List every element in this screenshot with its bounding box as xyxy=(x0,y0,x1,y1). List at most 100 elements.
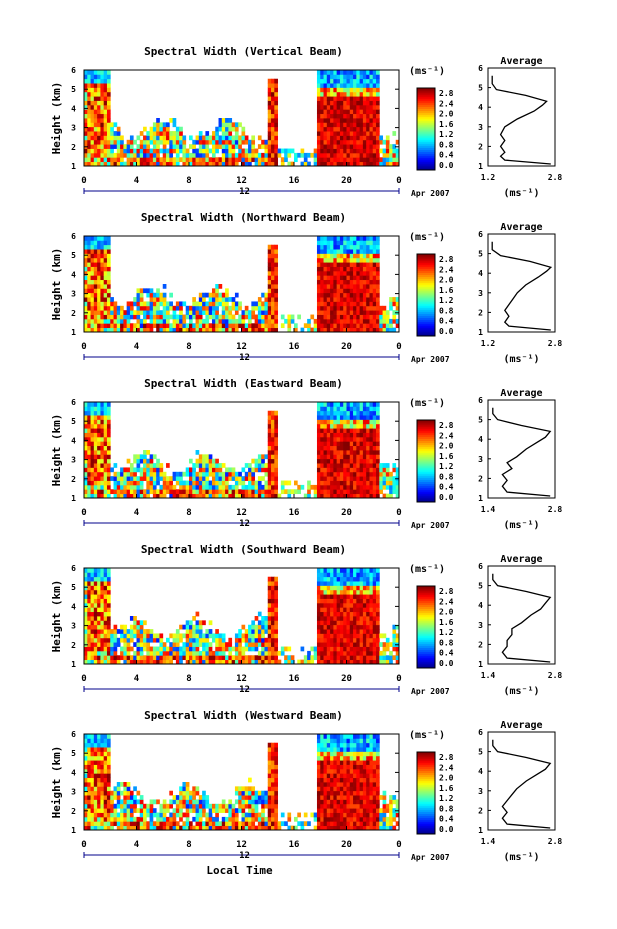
heatmap-cell xyxy=(225,327,229,333)
heatmap-cell xyxy=(192,493,196,499)
heatmap-cell xyxy=(359,602,364,608)
heatmap-cell xyxy=(339,441,344,447)
heatmap-cell xyxy=(284,152,288,158)
heatmap-cell xyxy=(172,148,177,154)
heatmap-cell xyxy=(93,790,98,796)
heatmap-cell xyxy=(90,799,95,805)
heatmap-cell xyxy=(84,616,88,621)
heatmap-cell xyxy=(356,275,361,281)
heatmap-cell xyxy=(90,236,95,241)
heatmap-cell xyxy=(169,493,173,499)
heatmap-cell xyxy=(353,659,357,665)
heatmap-cell xyxy=(189,305,193,311)
heatmap-cell xyxy=(175,305,180,311)
heatmap-cell xyxy=(264,637,269,643)
heatmap-cell xyxy=(139,310,144,315)
heatmap-cell xyxy=(90,323,95,329)
heatmap-cell xyxy=(353,323,357,329)
heatmap-cell xyxy=(271,135,275,141)
heatmap-cell xyxy=(271,624,275,630)
heatmap-cell xyxy=(316,323,321,329)
heatmap-cell xyxy=(320,318,324,324)
heatmap-cell xyxy=(366,436,370,442)
heatmap-cell xyxy=(303,655,308,661)
colorbar-swatch xyxy=(417,319,435,323)
heatmap-cell xyxy=(326,428,331,433)
heatmap-cell xyxy=(123,161,128,167)
heatmap-cell xyxy=(195,310,200,315)
heatmap-cell xyxy=(336,236,341,241)
heatmap-cell xyxy=(133,327,137,333)
heatmap-cell xyxy=(330,152,334,158)
heatmap-cell xyxy=(84,157,88,163)
heatmap-cell xyxy=(208,292,213,298)
heatmap-cell xyxy=(139,323,144,329)
heatmap-cell xyxy=(369,611,374,617)
heatmap-cell xyxy=(139,620,144,626)
heatmap-cell xyxy=(339,96,344,101)
heatmap-cell xyxy=(133,825,137,831)
heatmap-cell xyxy=(392,629,397,634)
x-tick-label: 0 xyxy=(396,176,401,186)
heatmap-cell xyxy=(323,598,328,604)
heatmap-cell xyxy=(353,157,357,163)
colorbar-swatch xyxy=(417,454,435,458)
heatmap-cell xyxy=(84,423,88,429)
heatmap-cell xyxy=(106,288,111,294)
heatmap-cell xyxy=(316,493,321,499)
heatmap-cell xyxy=(234,292,239,298)
heatmap-cell xyxy=(198,637,203,643)
colorbar-swatch xyxy=(417,313,435,316)
heatmap-cell xyxy=(336,467,341,473)
heatmap-cell xyxy=(366,423,370,429)
heatmap-cell xyxy=(146,157,151,163)
heatmap-cell xyxy=(320,305,324,311)
heatmap-cell xyxy=(110,327,114,333)
heatmap-cell xyxy=(320,100,324,106)
heatmap-cell xyxy=(353,607,357,613)
heatmap-cell xyxy=(326,467,331,473)
heatmap-cell xyxy=(90,493,95,499)
heatmap-cell xyxy=(372,109,377,115)
heatmap-cell xyxy=(126,157,131,163)
heatmap-cell xyxy=(156,467,160,473)
heatmap-cell xyxy=(87,642,91,647)
heatmap-cell xyxy=(257,152,262,158)
heatmap-cell xyxy=(353,419,357,425)
heatmap-cell xyxy=(333,576,338,582)
heatmap-cell xyxy=(366,489,370,495)
heatmap-cell xyxy=(366,297,370,302)
heatmap-cell xyxy=(93,275,98,281)
heatmap-cell xyxy=(90,659,95,665)
heatmap-cell xyxy=(211,297,216,302)
heatmap-cell xyxy=(316,275,321,281)
colorbar-swatch xyxy=(417,323,435,327)
heatmap-cell xyxy=(369,402,374,407)
heatmap-cell xyxy=(336,445,341,451)
heatmap-cell xyxy=(320,152,324,158)
heatmap-cell xyxy=(93,734,98,739)
heatmap-cell xyxy=(87,139,91,145)
heatmap-cell xyxy=(84,768,88,774)
heatmap-cell xyxy=(87,406,91,412)
heatmap-cell xyxy=(359,480,364,486)
average-y-tick-label: 1 xyxy=(478,494,483,503)
heatmap-cell xyxy=(362,70,367,75)
heatmap-cell xyxy=(146,161,151,167)
heatmap-cell xyxy=(251,152,256,158)
heatmap-cell xyxy=(139,139,144,145)
heatmap-cell xyxy=(106,104,111,110)
heatmap-cell xyxy=(106,458,111,464)
heatmap-cell xyxy=(376,607,380,613)
heatmap-cell xyxy=(152,301,157,307)
heatmap-cell xyxy=(136,301,141,307)
heatmap-cell xyxy=(208,161,213,167)
heatmap-cell xyxy=(320,572,324,578)
heatmap-cell xyxy=(123,786,128,792)
heatmap-cell xyxy=(346,607,351,613)
average-y-tick-label: 1 xyxy=(478,660,483,669)
heatmap-cell xyxy=(133,629,137,634)
heatmap-cell xyxy=(349,310,354,315)
heatmap-cell xyxy=(346,629,351,634)
heatmap-cell xyxy=(379,484,383,490)
